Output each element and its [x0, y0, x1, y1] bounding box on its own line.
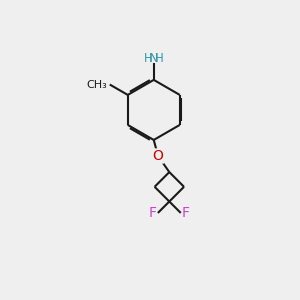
Text: F: F — [182, 206, 190, 220]
Text: N: N — [149, 52, 159, 65]
Text: O: O — [153, 149, 164, 163]
Text: CH₃: CH₃ — [86, 80, 107, 89]
Text: F: F — [149, 206, 157, 220]
Text: H: H — [144, 52, 153, 65]
Text: H: H — [154, 52, 163, 65]
